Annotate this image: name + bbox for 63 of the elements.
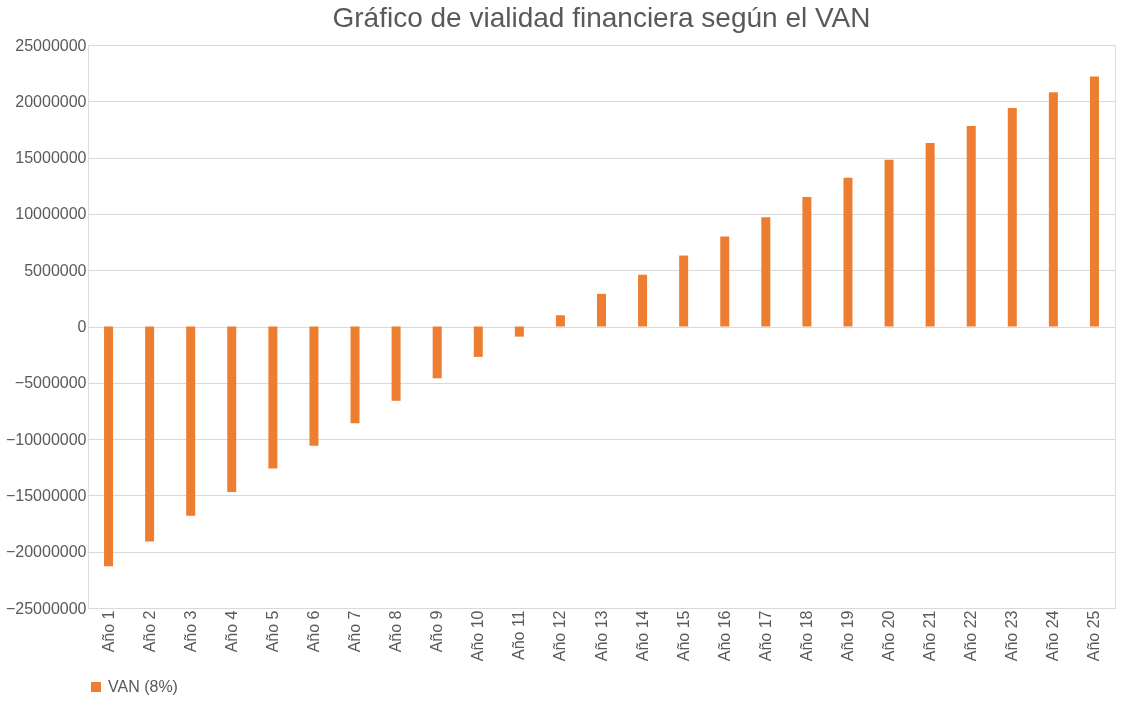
bar <box>309 326 319 446</box>
bar <box>555 315 565 327</box>
bar <box>720 236 730 327</box>
y-tick-label: −15000000 <box>5 486 87 504</box>
bar <box>145 326 155 542</box>
x-tick-label: Año 12 <box>551 610 569 662</box>
x-tick-label: Año 16 <box>715 610 733 662</box>
bar <box>1007 108 1017 327</box>
y-tick-label: −5000000 <box>14 374 87 392</box>
x-tick-label: Año 20 <box>880 610 898 662</box>
x-tick-label: Año 18 <box>797 610 815 662</box>
x-tick-label: Año 3 <box>181 610 199 653</box>
y-tick-label: −10000000 <box>5 430 87 448</box>
chart-title: Gráfico de vialidad financiera según el VAN <box>332 2 871 33</box>
y-tick-label: 15000000 <box>15 149 87 167</box>
x-tick-label: Año 11 <box>510 610 528 661</box>
x-tick-label: Año 25 <box>1085 610 1103 662</box>
bar <box>966 126 976 327</box>
bar <box>473 326 483 357</box>
x-tick-label: Año 19 <box>838 610 856 662</box>
bar <box>843 177 853 327</box>
bar <box>268 326 278 469</box>
x-tick-label: Año 5 <box>263 610 281 653</box>
x-tick-label: Año 21 <box>921 610 939 662</box>
bar <box>679 255 689 327</box>
y-tick-label: −25000000 <box>5 599 87 617</box>
y-tick-label: 25000000 <box>15 36 87 54</box>
bar <box>884 159 894 327</box>
x-tick-label: Año 23 <box>1003 610 1021 662</box>
x-tick-label: Año 4 <box>222 610 240 653</box>
x-tick-label: Año 2 <box>140 610 158 653</box>
x-tick-label: Año 9 <box>428 610 446 653</box>
bar <box>802 197 812 327</box>
x-tick-label: Año 1 <box>99 610 117 653</box>
bar <box>350 326 360 424</box>
x-tick-label: Año 7 <box>346 610 364 653</box>
bar <box>432 326 442 379</box>
legend-label: VAN (8%) <box>108 678 178 695</box>
bar <box>186 326 196 516</box>
y-tick-label: 0 <box>77 318 87 335</box>
x-tick-label: Año 6 <box>304 610 322 653</box>
x-tick-label: Año 24 <box>1044 610 1062 662</box>
bar <box>391 326 401 401</box>
x-tick-label: Año 10 <box>469 610 487 662</box>
x-tick-label: Año 22 <box>962 610 980 662</box>
x-tick-label: Año 8 <box>387 610 405 653</box>
y-tick-label: 10000000 <box>15 205 87 223</box>
bar <box>514 326 524 337</box>
y-tick-label: 20000000 <box>15 92 87 110</box>
bar <box>104 326 114 567</box>
bar <box>597 293 606 327</box>
bar <box>1048 92 1058 327</box>
x-tick-label: Año 17 <box>756 610 774 662</box>
y-tick-label: 5000000 <box>24 261 87 279</box>
bar <box>761 217 771 327</box>
x-tick-label: Año 14 <box>633 610 651 662</box>
bar <box>227 326 237 493</box>
bar <box>1089 76 1099 327</box>
bar <box>638 274 648 327</box>
bar <box>925 142 935 327</box>
y-tick-label: −20000000 <box>5 543 87 561</box>
x-tick-label: Año 13 <box>592 610 610 662</box>
x-tick-label: Año 15 <box>674 610 692 662</box>
